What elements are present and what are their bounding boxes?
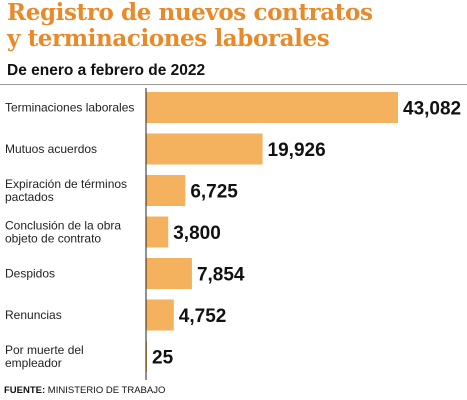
category-label: Mutuos acuerdos <box>5 142 97 156</box>
value-label: 4,752 <box>179 306 227 327</box>
bar <box>146 258 192 289</box>
value-label: 19,926 <box>268 140 326 161</box>
value-label: 3,800 <box>173 223 221 244</box>
chart-title-line: Registro de nuevos contratos <box>7 0 373 26</box>
category-label: Despidos <box>5 267 55 281</box>
bar <box>146 299 174 331</box>
source-note: FUENTE: MINISTERIO DE TRABAJO <box>4 385 165 396</box>
category-label: Por muerte del <box>5 343 84 357</box>
category-label: Renuncias <box>5 308 62 322</box>
value-label: 6,725 <box>190 182 238 203</box>
chart-title-line: y terminaciones laborales <box>7 25 330 52</box>
category-label: empleador <box>5 356 62 370</box>
value-label: 25 <box>152 348 174 369</box>
header-divider <box>0 84 467 85</box>
chart-title: Registro de nuevos contratos y terminaci… <box>7 0 462 52</box>
value-label: 43,082 <box>403 99 461 120</box>
bar <box>146 133 263 165</box>
category-label: objeto de contrato <box>5 232 101 246</box>
bar <box>146 92 398 123</box>
category-label: Conclusión de la obra <box>5 219 121 233</box>
source-text: MINISTERIO DE TRABAJO <box>45 385 166 396</box>
category-label: Expiración de términos <box>5 177 127 191</box>
bar <box>146 216 169 248</box>
category-label: Terminaciones laborales <box>5 101 134 115</box>
bar <box>146 175 186 206</box>
chart-subtitle: De enero a febrero de 2022 <box>7 62 206 79</box>
category-label: pactados <box>5 190 54 204</box>
source-label: FUENTE: <box>4 385 46 396</box>
value-label: 7,854 <box>197 265 245 286</box>
